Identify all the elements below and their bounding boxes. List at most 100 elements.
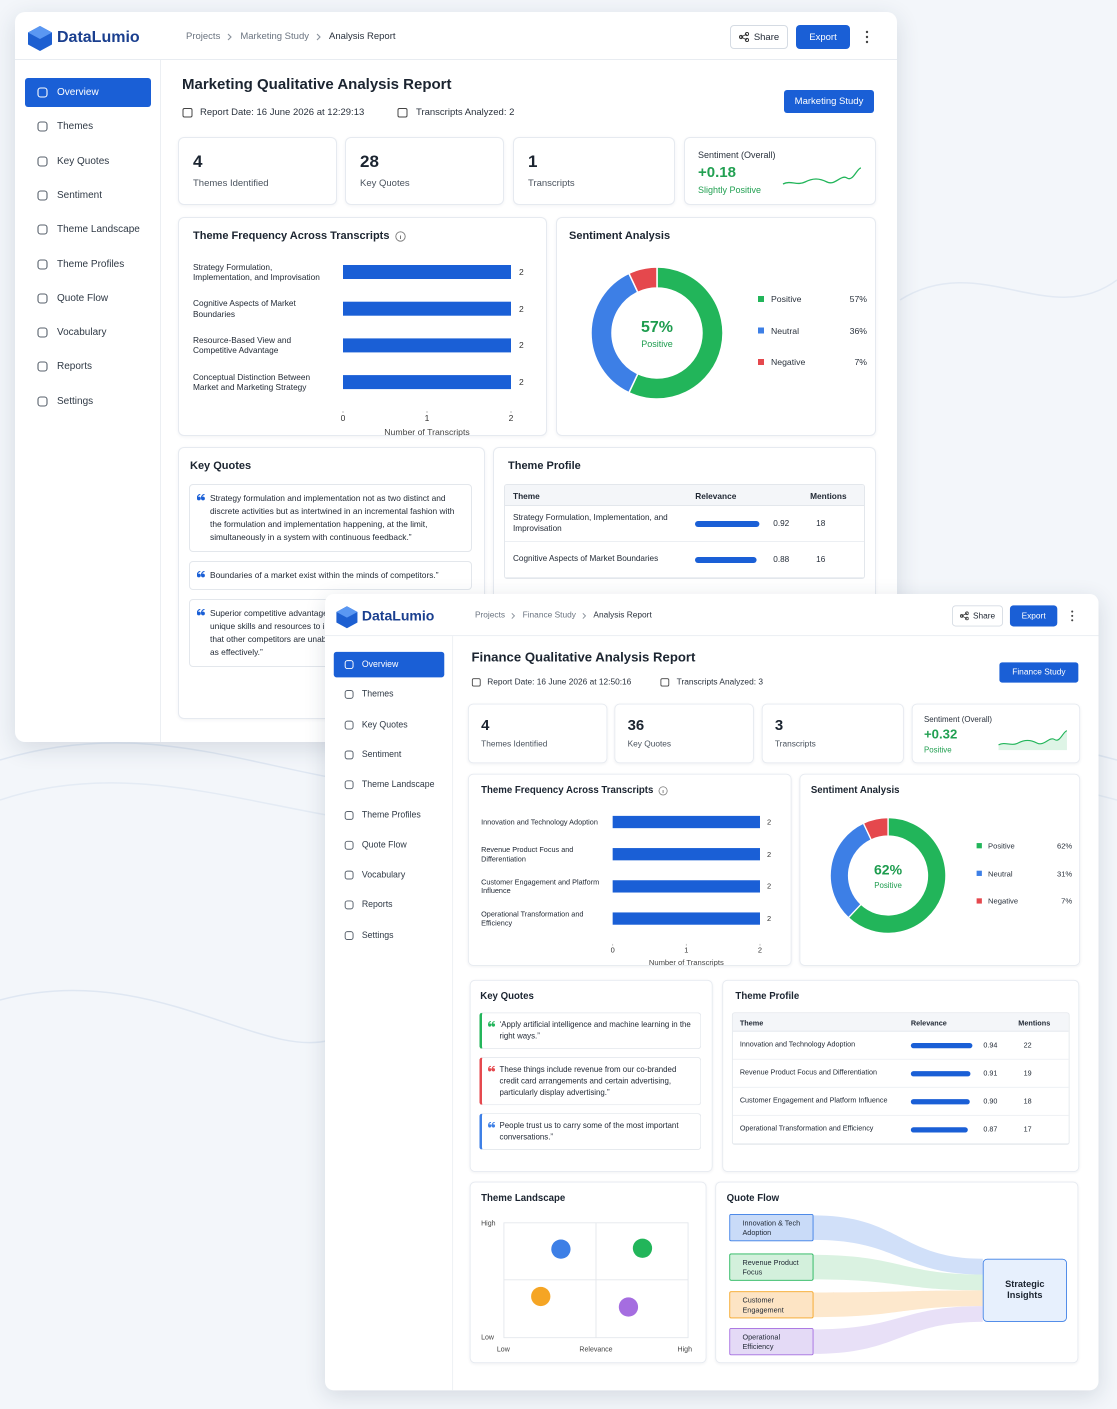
share-button[interactable]: Share <box>730 25 788 49</box>
nav-label: Reports <box>57 361 93 373</box>
table-header: Theme Relevance Mentions <box>732 1013 1069 1032</box>
nav-item[interactable]: Theme Landscape <box>25 215 151 244</box>
quote-text: Boundaries of a market exist within the … <box>210 570 439 580</box>
nav-icon <box>344 780 354 790</box>
x-tick-label: 2 <box>757 945 763 955</box>
flow-source: Operational Efficiency <box>729 1328 814 1356</box>
card-title: Key Quotes <box>190 460 252 472</box>
relevance-bar <box>910 1042 973 1048</box>
x-tick-label: 2 <box>508 413 514 423</box>
relevance-bar-area <box>910 1126 968 1133</box>
breadcrumb: Analysis Report <box>593 610 652 621</box>
nav-icon <box>37 258 48 270</box>
nav-item[interactable]: Sentiment <box>334 742 445 767</box>
table-row: Innovation and Technology Adoption 0.94 22 <box>732 1032 1069 1060</box>
share-button[interactable]: Share <box>952 605 1003 627</box>
nav-item[interactable]: Vocabulary <box>25 318 151 347</box>
sentiment-overall-value: +0.32 <box>923 727 958 743</box>
meta-icon <box>182 108 193 118</box>
menu-dot <box>1071 610 1074 613</box>
breadcrumb[interactable]: Projects <box>186 31 221 42</box>
flow-source: Innovation & Tech Adoption <box>729 1214 814 1242</box>
quote-icon-tail <box>200 609 205 614</box>
column-header: Relevance <box>695 491 737 501</box>
theme-name: Revenue Product Focus and Differentiatio… <box>739 1068 878 1077</box>
table-row: Operational Transformation and Efficienc… <box>732 1116 1069 1144</box>
nav-label: Themes <box>361 689 394 700</box>
more-menu[interactable] <box>1070 609 1075 623</box>
export-button[interactable]: Export <box>1009 605 1058 627</box>
bar <box>343 265 511 279</box>
nav-item[interactable]: Theme Profiles <box>334 802 445 827</box>
nav-item[interactable]: Theme Profiles <box>25 250 151 279</box>
table-header: Theme Relevance Mentions <box>505 485 864 506</box>
relevance-bar <box>695 556 757 563</box>
nav-item[interactable]: Quote Flow <box>334 832 445 857</box>
nav-item[interactable]: Key Quotes <box>334 712 445 737</box>
nav-item[interactable]: Quote Flow <box>25 284 151 313</box>
table-row: Revenue Product Focus and Differentiatio… <box>732 1060 1069 1088</box>
relevance-value: 0.90 <box>983 1096 998 1105</box>
breadcrumb[interactable]: Finance Study <box>522 610 576 621</box>
more-menu[interactable] <box>864 29 870 45</box>
flow-source: Revenue Product Focus <box>729 1253 814 1281</box>
bar <box>343 301 511 316</box>
donut-segment <box>627 266 658 294</box>
nav-icon <box>37 361 48 372</box>
quote-icon-dot <box>488 1068 492 1072</box>
nav-item[interactable]: Vocabulary <box>334 862 445 887</box>
share-link <box>960 612 967 619</box>
share-dot <box>964 611 969 616</box>
share-icon <box>738 32 749 42</box>
nav-label: Settings <box>361 930 394 941</box>
breadcrumb[interactable]: Projects <box>474 610 506 621</box>
nav-item[interactable]: Settings <box>25 387 151 416</box>
nav-icon <box>37 293 48 304</box>
meta-icon-shape <box>471 678 481 687</box>
nav-item[interactable]: Reports <box>25 352 151 381</box>
bar <box>612 848 760 861</box>
bar-category-label: Resource-Based View and Competitive Adva… <box>193 334 292 356</box>
nav-item[interactable]: Key Quotes <box>25 147 151 176</box>
nav-item[interactable]: Reports <box>334 893 445 918</box>
sentiment-overall-card: Sentiment (Overall) +0.32 Positive <box>911 703 1081 764</box>
relevance-bar <box>910 1098 970 1104</box>
study-badge: Finance Study <box>999 662 1079 683</box>
donut-segment <box>627 266 724 400</box>
nav-icon-shape <box>37 258 48 270</box>
nav-icon <box>37 396 48 407</box>
relevance-value: 0.92 <box>773 518 790 528</box>
nav-label: Overview <box>361 659 399 670</box>
nav-item[interactable]: Overview <box>333 651 445 678</box>
nav-item[interactable]: Settings <box>334 923 445 948</box>
relevance-bar-area <box>910 1042 973 1048</box>
quote-icon-dot <box>201 611 205 616</box>
background-wave <box>0 989 331 1044</box>
nav-item[interactable]: Overview <box>25 78 151 107</box>
nav-label: Theme Landscape <box>57 224 140 236</box>
menu-dot <box>865 35 869 39</box>
breadcrumb[interactable]: Marketing Study <box>240 31 309 42</box>
nav-icon <box>344 900 354 910</box>
nav-item[interactable]: Theme Landscape <box>334 772 445 797</box>
quote-icon-dot <box>491 1023 496 1027</box>
export-button[interactable]: Export <box>796 25 850 49</box>
card-title: Quote Flow <box>726 1192 780 1204</box>
legend-value: 36% <box>849 325 867 336</box>
legend-label: Neutral <box>988 868 1013 878</box>
legend-value: 31% <box>1056 868 1073 878</box>
nav-icon-shape <box>344 750 354 760</box>
nav-item[interactable]: Themes <box>334 682 445 707</box>
legend-label: Positive <box>771 294 802 304</box>
nav-icon-shape <box>37 156 48 167</box>
menu-dot <box>865 40 869 44</box>
meta-icon-shape <box>182 108 193 118</box>
stat-card: 4 Themes Identified <box>178 137 337 205</box>
stat-value: 36 <box>627 716 645 734</box>
nav-item[interactable]: Sentiment <box>25 181 151 210</box>
nav-item[interactable]: Themes <box>25 112 151 141</box>
quote-icon-dot <box>201 573 205 578</box>
nav-icon <box>37 327 48 338</box>
bar-category-label: Strategy Formulation, Implementation, an… <box>193 261 320 283</box>
